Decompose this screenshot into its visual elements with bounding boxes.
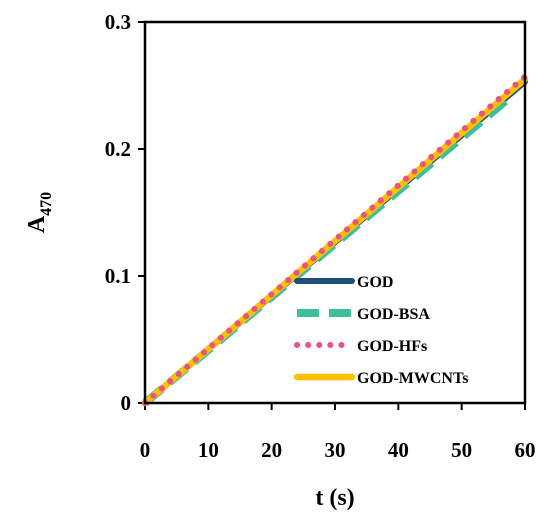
x-tick-label: 50 [451, 438, 472, 462]
y-tick-label: 0.1 [105, 264, 131, 288]
y-axis-title-main: A [24, 215, 50, 233]
y-tick-label: 0.3 [105, 10, 131, 34]
legend-label: GOD-BSA [357, 306, 430, 323]
legend: GOD GOD-BSA GOD-HFs GOD-MWCNTs [293, 274, 468, 387]
x-axis-title: t (s) [315, 485, 354, 511]
x-tick-label: 30 [325, 438, 346, 462]
y-axis-title: A470 [24, 192, 55, 233]
y-axis-ticks: 0 0.1 0.2 0.3 [105, 10, 145, 415]
y-axis-title-subscript: 470 [38, 192, 55, 216]
y-tick-label: 0.2 [105, 137, 131, 161]
legend-label: GOD-MWCNTs [357, 370, 468, 387]
legend-label: GOD [357, 274, 393, 291]
x-tick-label: 20 [261, 438, 282, 462]
series-line-god-mwcnts [141, 75, 529, 407]
x-tick-label: 0 [140, 438, 151, 462]
x-axis-ticks: 0 10 20 30 40 50 60 [140, 403, 536, 462]
plot-frame [143, 20, 527, 405]
x-tick-label: 10 [198, 438, 219, 462]
x-tick-label: 60 [515, 438, 536, 462]
x-tick-label: 40 [388, 438, 409, 462]
y-tick-label: 0 [121, 391, 132, 415]
legend-label: GOD-HFs [357, 338, 427, 355]
series-layer [141, 73, 529, 407]
